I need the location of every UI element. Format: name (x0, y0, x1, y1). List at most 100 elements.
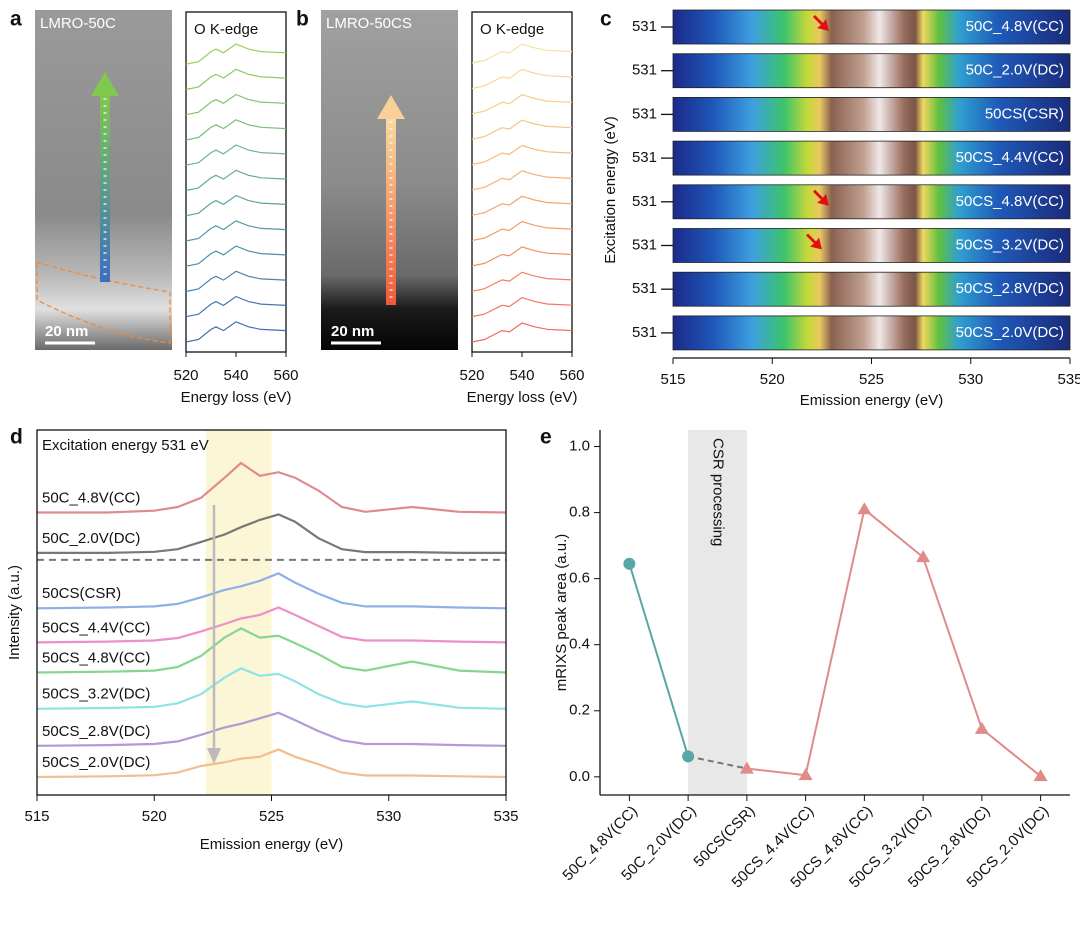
spectrum (471, 119, 573, 140)
spectrum (36, 667, 507, 710)
spectra-label: O K-edge (194, 21, 258, 38)
chart-title: Excitation energy 531 eV (42, 437, 209, 454)
x-tick-label: 520 (173, 367, 198, 384)
strip-label: 50CS_3.2V(DC) (956, 236, 1064, 253)
spectrum (185, 43, 287, 65)
y-tick-label: 1.0 (569, 437, 590, 454)
highlight-band (205, 430, 272, 795)
scan-arrow-shaft (100, 94, 110, 282)
series-label: 50C_2.0V(DC) (42, 530, 140, 547)
strip-label: 50CS_2.0V(DC) (956, 324, 1064, 341)
x-axis-label: Energy loss (eV) (181, 389, 292, 406)
spectrum (185, 194, 287, 217)
strip-label: 50CS_2.8V(DC) (956, 280, 1064, 297)
connector (687, 755, 748, 770)
heatmap-strip (672, 184, 1071, 220)
strip-label: 50C_4.8V(CC) (966, 18, 1064, 35)
x-tick-label: 525 (259, 808, 284, 825)
scale-bar-label: 20 nm (45, 323, 88, 340)
strip-label: 50CS_4.8V(CC) (956, 193, 1064, 210)
x-tick-label: 515 (660, 371, 685, 388)
heatmap-strip (672, 315, 1071, 351)
spectrum (471, 322, 573, 343)
x-tick-label: 540 (509, 367, 534, 384)
image-label: LMRO-50C (40, 15, 116, 32)
spectrum (185, 295, 287, 318)
y-tick-label: 531 (632, 236, 657, 253)
x-axis-label: Energy loss (eV) (467, 389, 578, 406)
panel-letter: e (540, 426, 552, 449)
x-tick-label: 520 (459, 367, 484, 384)
spectrum (185, 169, 287, 192)
y-tick-label: 0.0 (569, 768, 590, 785)
spectrum (185, 144, 287, 166)
spectrum (185, 68, 287, 91)
trend-arrow-head (207, 748, 221, 764)
spectrum (36, 572, 507, 610)
spectra-label: O K-edge (480, 21, 544, 38)
spectrum (471, 195, 573, 216)
y-tick-label: 531 (632, 105, 657, 122)
marker (623, 557, 636, 570)
heatmap-strip (672, 9, 1071, 45)
spectrum (471, 271, 573, 292)
spectrum (471, 68, 573, 89)
spectrum (36, 711, 507, 747)
marker (916, 550, 931, 563)
x-tick-label: 560 (559, 367, 584, 384)
marker (1033, 769, 1048, 782)
x-tick-label: 535 (493, 808, 518, 825)
x-tick-label: 520 (142, 808, 167, 825)
panel-letter: d (10, 426, 23, 449)
x-tick-label: 520 (760, 371, 785, 388)
x-tick-label: 525 (859, 371, 884, 388)
marker (798, 768, 813, 781)
series-label: 50C_4.8V(CC) (42, 489, 140, 506)
y-tick-label: 531 (632, 280, 657, 297)
spectrum (37, 461, 507, 514)
annotation: CSR processing (710, 438, 727, 546)
spectrum (36, 627, 507, 674)
series-label: 50CS_2.8V(DC) (42, 723, 150, 740)
red-arrow (813, 189, 829, 206)
strip-label: 50CS(CSR) (985, 105, 1064, 122)
strip-label: 50C_2.0V(DC) (966, 62, 1064, 79)
interface-outline (36, 261, 171, 344)
series-label: 50CS(CSR) (42, 585, 121, 602)
spectrum (471, 296, 573, 318)
spectra-frame (185, 11, 287, 353)
spectrum (185, 93, 287, 116)
x-tick-label: 540 (223, 367, 248, 384)
spectrum (471, 246, 573, 267)
series-line (628, 563, 690, 757)
series-label: 50CS_4.4V(CC) (42, 619, 150, 636)
spectrum (185, 270, 287, 293)
series-label: 50CS_4.8V(CC) (42, 649, 150, 666)
series-line (746, 507, 1042, 777)
y-tick-label: 0.4 (569, 636, 590, 653)
panel-letter: c (600, 8, 612, 31)
y-axis-label: Excitation energy (eV) (602, 116, 619, 264)
y-tick-label: 531 (632, 149, 657, 166)
x-tick-label: 530 (376, 808, 401, 825)
marker (739, 761, 754, 774)
scale-bar-label: 20 nm (331, 323, 374, 340)
scan-arrow-head (377, 95, 405, 119)
y-tick-label: 531 (632, 62, 657, 79)
spectrum (185, 321, 287, 343)
y-tick-label: 0.8 (569, 504, 590, 521)
y-axis-label: mRIXS peak area (a.u.) (553, 534, 570, 692)
heatmap-strip (672, 97, 1071, 132)
spectra-frame (471, 11, 573, 353)
marker (682, 750, 695, 763)
spectrum (185, 119, 287, 141)
series-label: 50CS_3.2V(DC) (42, 686, 150, 703)
x-tick-label: 535 (1057, 371, 1080, 388)
spectrum (185, 220, 287, 242)
heatmap-strip (672, 140, 1071, 176)
image-label: LMRO-50CS (326, 15, 412, 32)
x-tick-label: 530 (958, 371, 983, 388)
spectrum (471, 144, 573, 166)
spectrum (37, 513, 506, 554)
